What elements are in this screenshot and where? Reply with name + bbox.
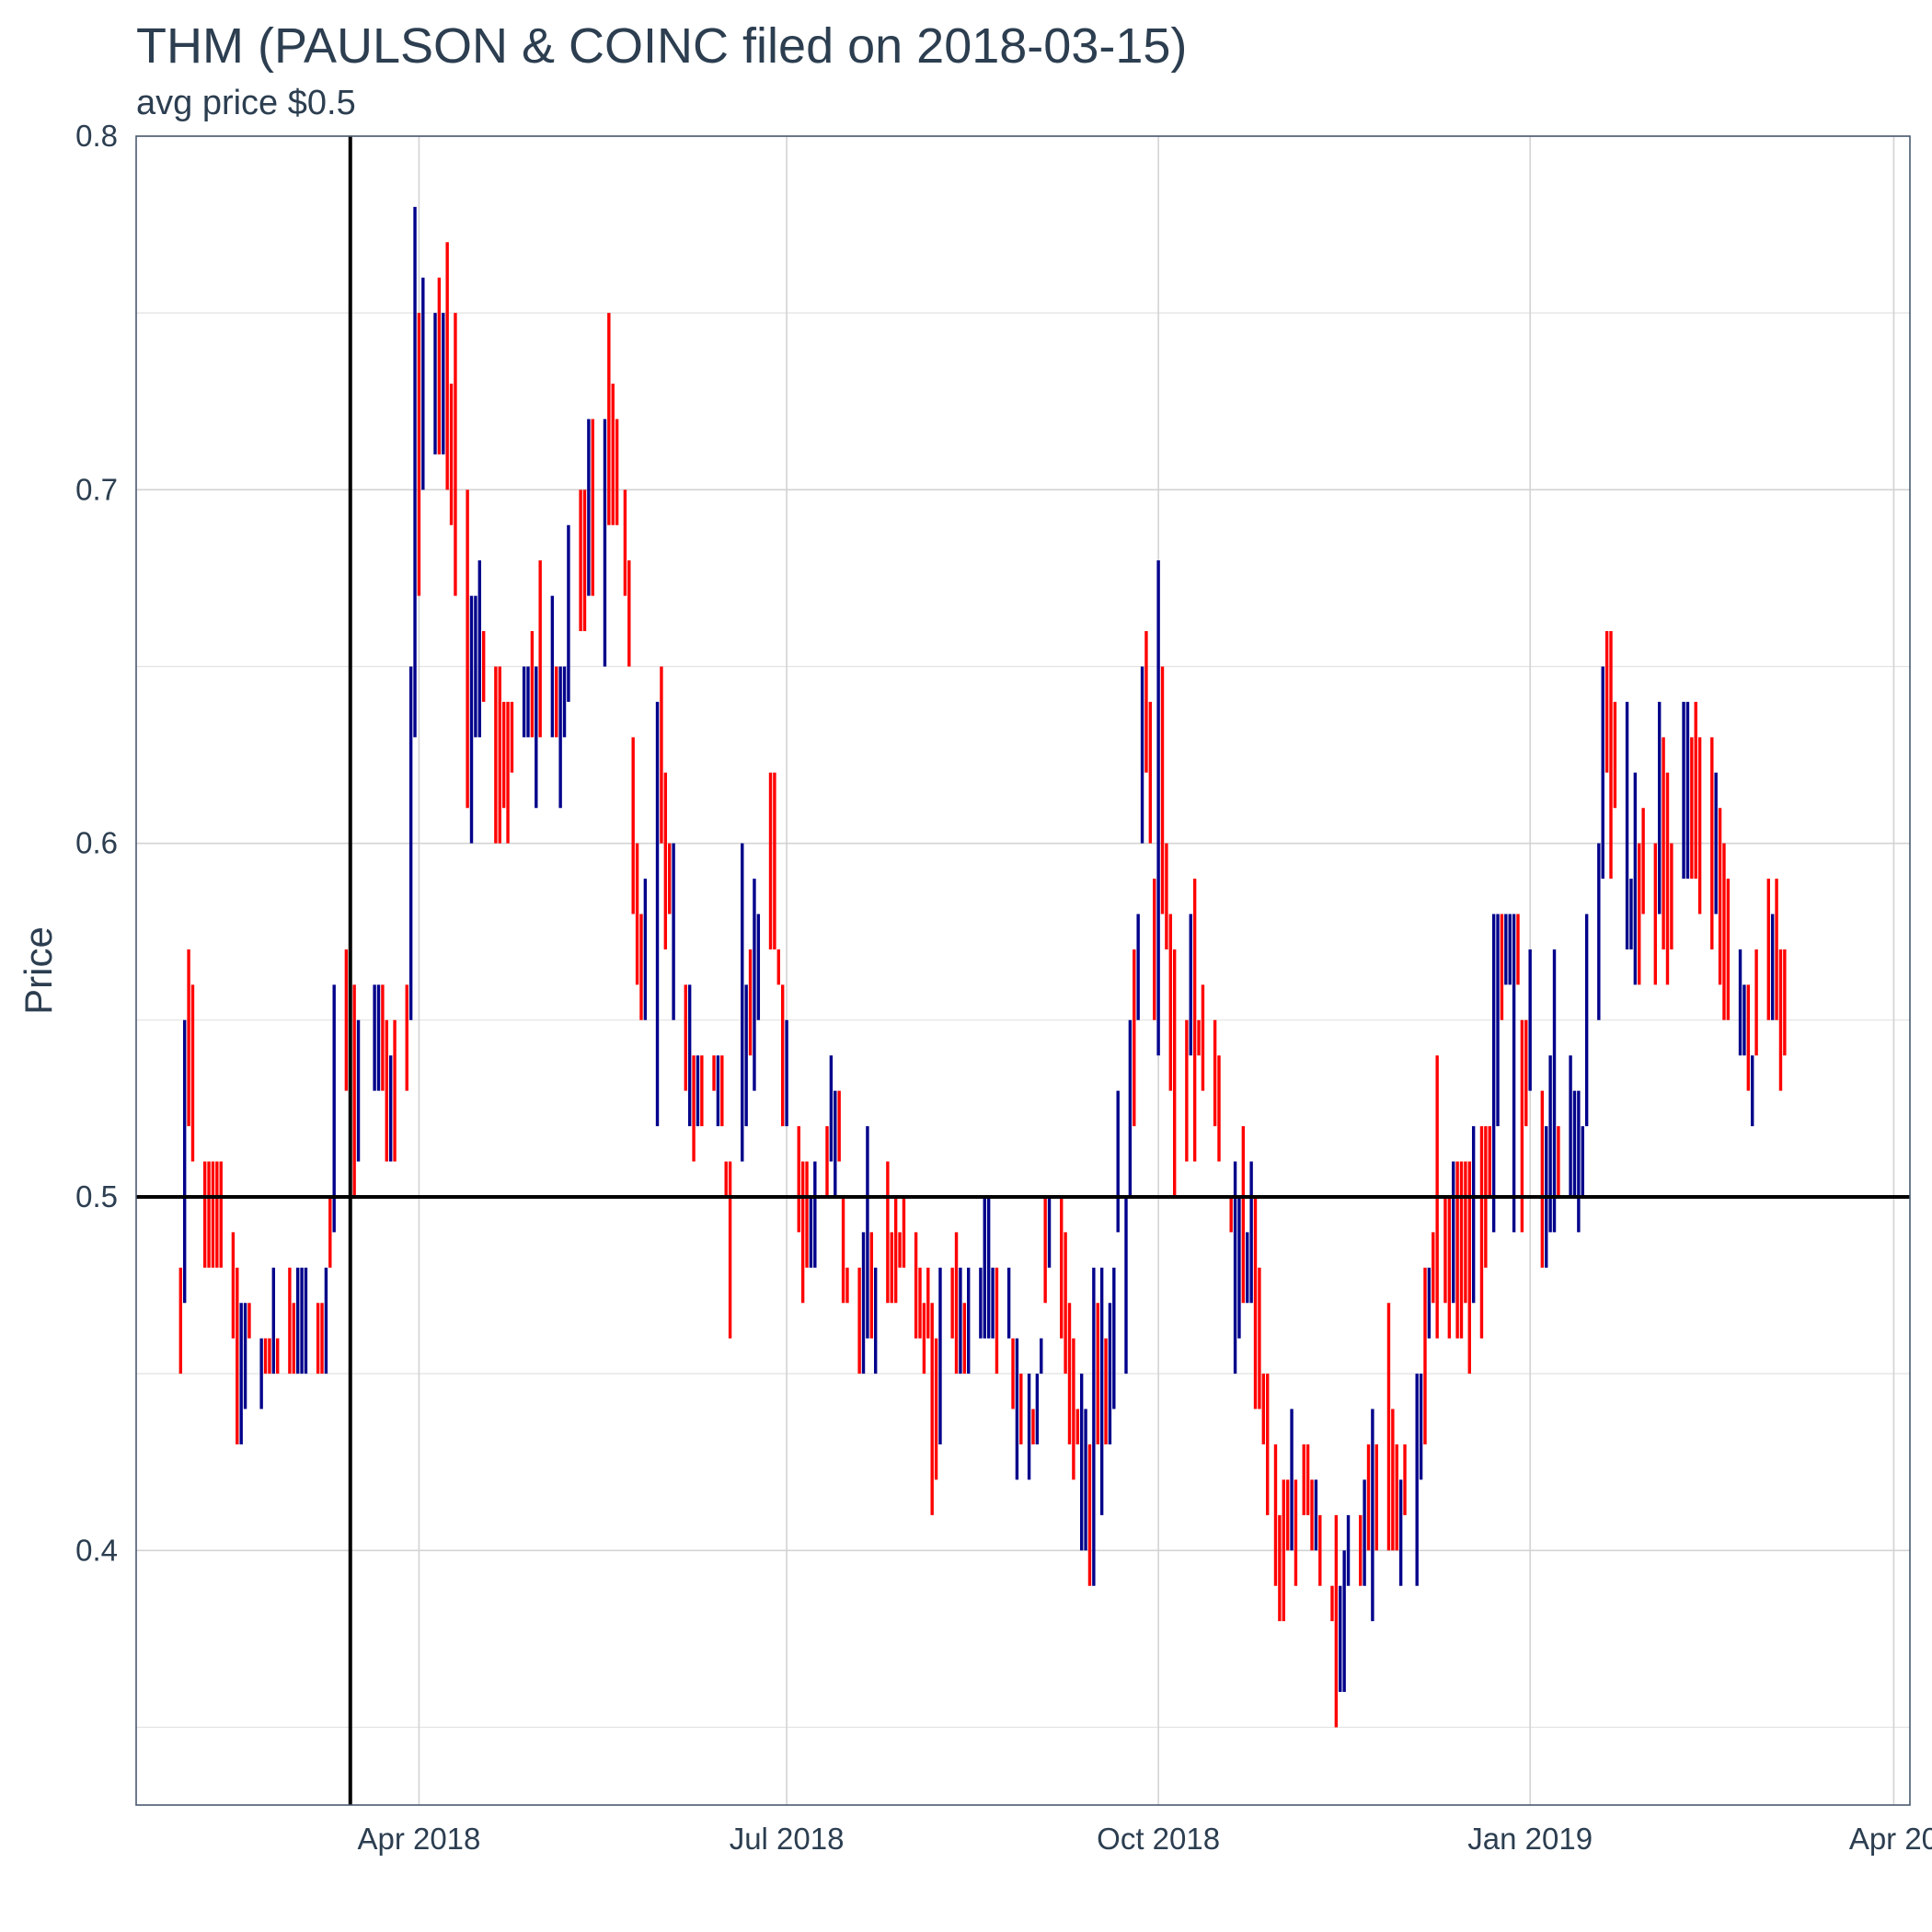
y-tick-label: 0.5 [75, 1179, 118, 1213]
reference-lines [136, 136, 1910, 1805]
x-tick-label: Jan 2019 [1467, 1822, 1593, 1856]
x-tick-label: Apr 20 [1849, 1822, 1932, 1856]
y-axis-label: Price [17, 926, 60, 1015]
y-tick-label: 0.4 [75, 1533, 118, 1567]
x-tick-label: Apr 2018 [357, 1822, 480, 1856]
y-tick-label: 0.7 [75, 472, 118, 506]
y-tick-label: 0.6 [75, 826, 118, 860]
x-tick-label: Jul 2018 [730, 1822, 845, 1856]
y-axis-ticks: 0.4 0.5 0.6 0.7 0.8 [75, 119, 118, 1567]
y-tick-label: 0.8 [75, 119, 118, 153]
x-axis-ticks: Apr 2018 Jul 2018 Oct 2018 Jan 2019 Apr 20 [357, 1822, 1932, 1856]
x-tick-label: Oct 2018 [1097, 1822, 1220, 1856]
price-bars [178, 206, 1787, 1728]
chart-title: THM (PAULSON & COINC filed on 2018-03-15… [136, 18, 1187, 74]
chart-subtitle: avg price $0.5 [136, 84, 356, 122]
panel-border [135, 135, 1911, 1806]
